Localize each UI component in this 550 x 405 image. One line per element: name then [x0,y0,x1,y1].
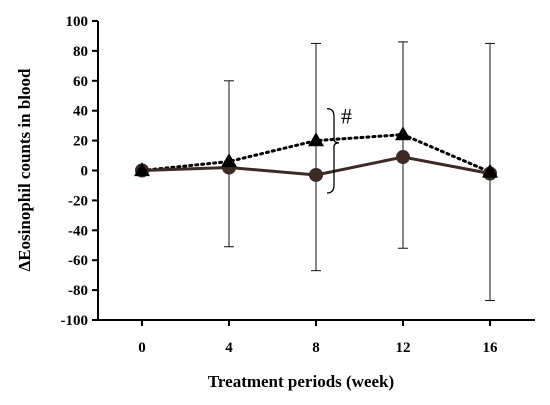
x-axis: 0 4 8 12 16 [98,319,535,356]
y-tick-label: 80 [73,44,88,60]
x-axis-title: Treatment periods (week) [208,372,394,391]
y-tick-label: -80 [68,283,88,299]
triangle-marker [395,126,411,141]
triangle-marker [221,153,237,168]
y-axis: -100 -80 -60 -40 -20 0 20 40 60 80 100 [61,14,99,329]
triangle-marker [308,132,324,147]
circle-marker [396,150,410,165]
y-tick-label: -20 [68,193,88,209]
y-tick-label: 60 [73,74,88,90]
y-tick-label: -60 [68,253,88,269]
y-tick-label: 40 [73,104,88,120]
x-tick-label: 4 [225,340,233,356]
y-tick-label: 0 [81,164,89,180]
error-bars [224,41,495,302]
significance-mark: # [341,104,352,129]
x-tick-label: 0 [138,340,146,356]
y-tick-label: -100 [61,313,89,329]
significance-bracket [326,107,340,194]
y-axis-title: ΔEosinophil counts in blood [15,68,34,271]
triangle-marker [482,163,498,178]
significance-annotation: # [326,104,352,194]
x-tick-label: 12 [396,340,411,356]
y-tick-label: 100 [66,14,89,30]
series-markers [134,126,498,182]
triangle-marker [134,162,150,177]
y-tick-label: 20 [73,134,88,150]
y-tick-label: -40 [68,223,88,239]
circle-marker [309,167,323,182]
x-tick-label: 16 [483,340,499,356]
x-tick-label: 8 [312,340,320,356]
